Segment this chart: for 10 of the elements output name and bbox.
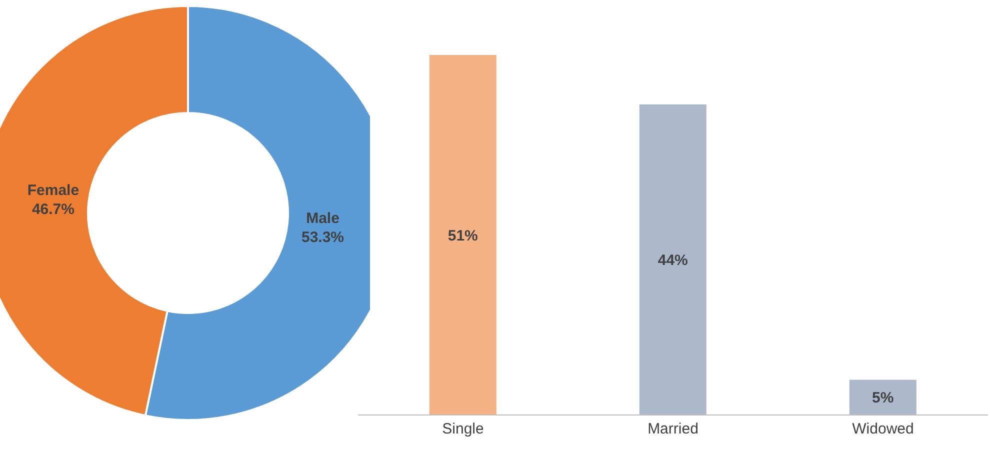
x-tick-label: Single [442,420,484,438]
data-label: 53.3% [302,229,344,246]
data-label: 51% [448,227,478,244]
x-tick-label: Widowed [852,420,914,438]
data-label: 44% [658,252,688,270]
data-label: 46.7% [32,200,74,218]
data-label: 5% [872,390,894,407]
slice-label: Female [27,182,80,199]
x-tick-label: Married [648,420,698,438]
slice-label: Male [306,210,340,228]
